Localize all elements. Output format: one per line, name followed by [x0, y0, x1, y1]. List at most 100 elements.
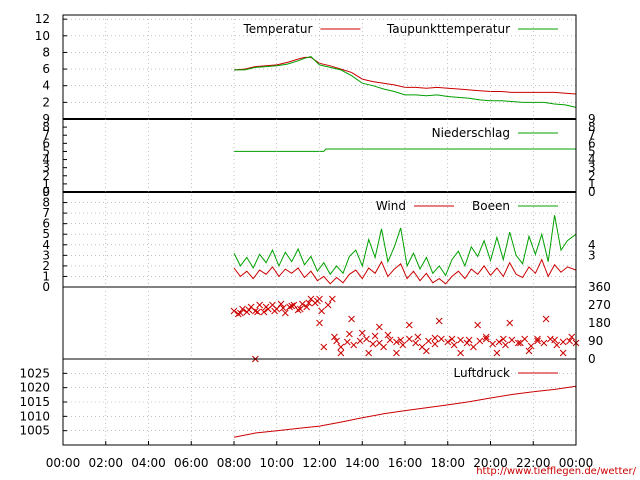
data-point [540, 339, 548, 347]
y-tick-label: 0 [42, 280, 50, 294]
x-tick-label: 20:00 [473, 456, 508, 470]
right-tick-label: 270 [588, 298, 611, 312]
x-tick-label: 00:00 [559, 456, 594, 470]
data-point [470, 343, 477, 351]
y-tick-label: 8 [42, 120, 50, 134]
data-point [534, 335, 541, 343]
data-point [296, 305, 304, 313]
y-tick-label: 8 [42, 196, 50, 210]
right-tick-label: 6 [588, 136, 596, 150]
y-tick-label: 1015 [19, 395, 50, 409]
data-point [431, 334, 439, 342]
y-tick-label: 9 [42, 185, 50, 199]
y-tick-label: 0 [42, 185, 50, 199]
right-tick-label: 7 [588, 128, 596, 142]
series-line-wind [233, 258, 577, 285]
right-tick-label: 0 [588, 352, 596, 366]
y-tick-label: 3 [42, 161, 50, 175]
legend-label: Boeen [472, 199, 510, 213]
data-point [331, 333, 338, 341]
data-point [450, 341, 458, 349]
right-tick-label: 180 [588, 316, 611, 330]
series-line-taupunkttemperatur [234, 56, 577, 108]
data-point [489, 340, 496, 348]
y-tick-label: 1005 [19, 424, 50, 438]
data-point [444, 338, 452, 346]
legend-label: Wind [376, 199, 406, 213]
series-line-niederschlag [234, 148, 576, 152]
data-point [412, 339, 420, 347]
right-tick-label: 360 [588, 280, 611, 294]
data-point [348, 315, 355, 323]
credit-link[interactable]: http://www.tiefflegen.de/wetter/ [476, 466, 636, 477]
y-tick-label: 1 [42, 177, 50, 191]
data-point [234, 310, 242, 318]
data-point [271, 307, 278, 315]
data-point [546, 335, 554, 343]
data-point [299, 300, 306, 308]
data-point [290, 301, 298, 309]
y-tick-label: 7 [42, 128, 50, 142]
right-tick-label: 5 [588, 144, 596, 158]
legend-label: Taupunkttemperatur [386, 22, 510, 36]
data-point [337, 349, 345, 357]
right-tick-label: 9 [588, 112, 596, 126]
x-tick-label: 12:00 [302, 456, 337, 470]
y-tick-label: 5 [42, 227, 50, 241]
data-point [375, 323, 383, 331]
data-point [365, 349, 373, 357]
data-point [506, 319, 514, 327]
data-point [423, 347, 430, 355]
data-point [435, 317, 443, 325]
data-point [405, 335, 413, 343]
data-point [465, 336, 473, 344]
series-line-luftdruck [233, 385, 577, 438]
data-point [551, 336, 558, 344]
y-tick-label: 4 [42, 238, 50, 252]
data-point [559, 349, 567, 357]
legend-label: Niederschlag [432, 126, 510, 140]
data-point [499, 335, 507, 343]
y-tick-label: 6 [42, 217, 50, 231]
x-tick-label: 22:00 [516, 456, 551, 470]
y-tick-label: 12 [35, 12, 50, 26]
y-tick-label: 2 [42, 259, 50, 273]
y-tick-label: 6 [42, 136, 50, 150]
right-tick-label: 0 [588, 185, 596, 199]
data-point [346, 330, 353, 338]
data-point [252, 307, 259, 315]
x-tick-label: 18:00 [430, 456, 465, 470]
x-tick-label: 16:00 [388, 456, 423, 470]
data-point [437, 335, 445, 343]
data-point [393, 338, 400, 346]
data-point [350, 341, 358, 349]
data-point [286, 303, 293, 311]
x-tick-label: 04:00 [131, 456, 166, 470]
panel-wind-direction [62, 286, 580, 363]
data-point [463, 339, 471, 347]
x-tick-label: 06:00 [174, 456, 209, 470]
x-tick-label: 08:00 [217, 456, 252, 470]
data-point [305, 299, 313, 307]
y-tick-label: 9 [42, 112, 50, 126]
data-point [514, 339, 522, 347]
data-point [493, 349, 501, 357]
y-tick-label: 4 [42, 153, 50, 167]
data-point [384, 331, 392, 339]
data-point [260, 308, 268, 316]
data-point [414, 333, 422, 341]
data-point [337, 343, 345, 351]
data-point [237, 309, 244, 317]
data-point [482, 333, 490, 341]
y-tick-label: 7 [42, 206, 50, 220]
x-tick-label: 02:00 [88, 456, 123, 470]
y-tick-label: 1010 [19, 409, 50, 423]
right-tick-label: 8 [588, 120, 596, 134]
data-point [566, 337, 573, 345]
y-tick-label: 1 [42, 269, 50, 283]
right-tick-label: 3 [588, 248, 596, 262]
data-point [568, 333, 576, 341]
data-point [393, 349, 400, 357]
data-point [363, 335, 370, 343]
